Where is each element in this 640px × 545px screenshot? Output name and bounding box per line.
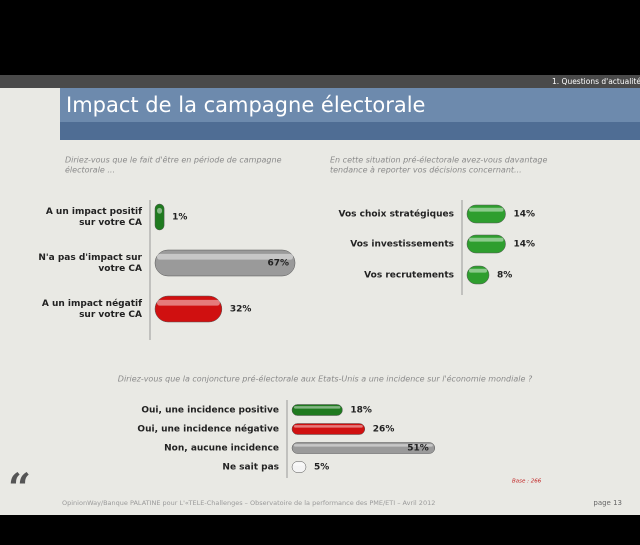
bar [154,249,296,277]
bar-highlight [469,237,504,242]
quote-icon: “ [8,465,31,512]
bar [291,461,307,473]
value-label: 14% [514,240,536,250]
page-number: page 13 [593,499,622,507]
value-label: 51% [407,444,429,454]
bar [291,404,343,416]
base: Base : 266 [512,479,542,485]
bar-highlight [294,444,433,447]
value-label: 18% [350,406,372,416]
bar [466,234,506,254]
value-label: 5% [314,463,329,473]
question: Diriez-vous que le fait d'être en périod… [65,155,282,165]
title: Impact de la campagne électorale [66,93,425,117]
bar [291,442,436,454]
title-band [60,88,640,122]
value-label: 67% [267,259,289,269]
section-bar [0,75,640,88]
footer: OpinionWay/Banque PALATINE pour L'«TELE-… [62,499,435,507]
category-label: sur votre CA [79,310,142,320]
bar-highlight [157,253,294,260]
bar [466,204,506,224]
bar-highlight [294,406,341,409]
bar [154,295,223,323]
category-label: Vos recrutements [364,271,454,281]
bar-highlight [157,207,163,214]
bar-highlight [157,299,220,306]
question: tendance à reporter vos décisions concer… [330,165,522,175]
question: électorale ... [65,165,115,175]
bar [466,265,490,285]
category-label: Vos choix stratégiques [338,209,454,220]
value-label: 32% [230,305,252,315]
value-label: 1% [172,213,187,223]
category-label: N'a pas d'impact sur [38,253,142,263]
category-label: Oui, une incidence positive [141,406,279,416]
bar [291,423,366,435]
bar [154,203,165,231]
category-label: Oui, une incidence négative [137,424,279,435]
category-label: A un impact positif [46,207,142,217]
value-label: 14% [514,210,536,220]
question: En cette situation pré-électorale avez-v… [330,155,548,165]
value-label: 8% [497,271,512,281]
bar-highlight [469,207,504,212]
category-label: A un impact négatif [42,298,142,309]
category-label: Non, aucune incidence [164,444,279,454]
category-label: votre CA [98,264,142,274]
category-label: sur votre CA [79,218,142,228]
category-label: Vos investissements [350,240,454,250]
question: Diriez-vous que la conjoncture pré-élect… [118,374,533,384]
section: 1. Questions d'actualité [552,77,640,86]
value-label: 26% [373,425,395,435]
category-label: Ne sait pas [222,463,279,473]
bar-highlight [294,463,304,466]
bar-highlight [469,268,487,273]
bar-highlight [294,425,363,428]
slide-area [0,75,640,515]
title-stripe [60,122,640,140]
